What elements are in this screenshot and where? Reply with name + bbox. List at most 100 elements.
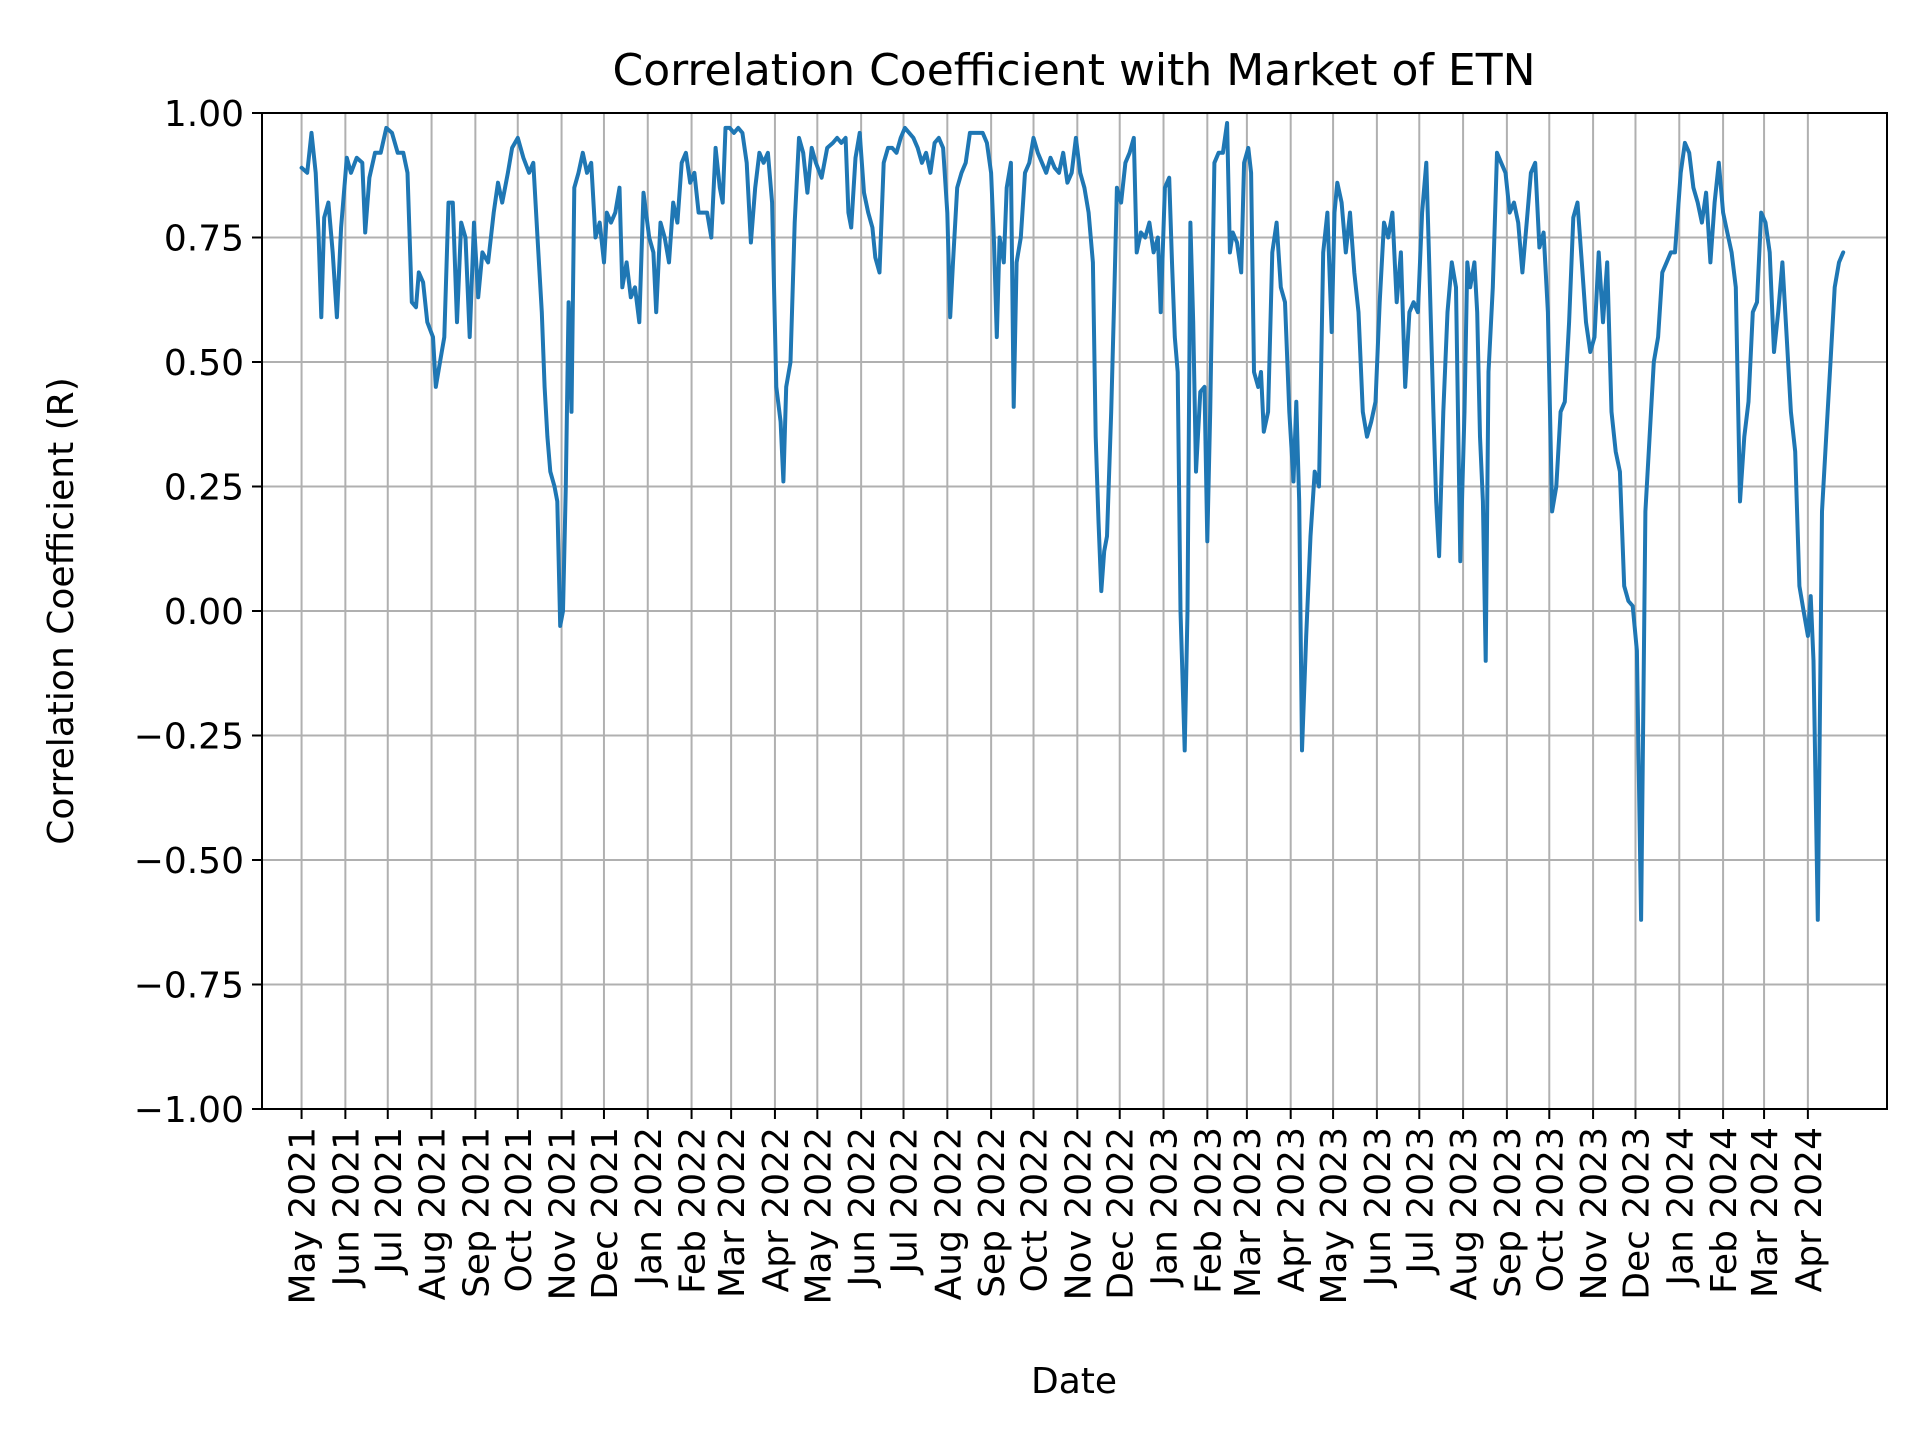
data-point — [577, 171, 580, 174]
y-tick-label: −0.75 — [134, 966, 244, 1007]
data-point — [1508, 211, 1511, 214]
data-point — [826, 146, 829, 150]
data-point — [1500, 161, 1503, 164]
data-point — [1326, 211, 1329, 214]
data-point — [472, 221, 476, 224]
data-point — [754, 186, 757, 189]
data-point — [1009, 161, 1013, 164]
data-point — [602, 261, 606, 264]
data-point — [1317, 485, 1321, 488]
data-point — [1283, 301, 1287, 304]
data-point — [1709, 261, 1712, 264]
data-point — [655, 311, 658, 314]
data-point — [710, 236, 713, 239]
data-point — [1683, 141, 1687, 145]
data-point — [379, 151, 382, 154]
data-point — [1336, 181, 1339, 184]
data-point — [1734, 286, 1738, 289]
data-point — [1105, 535, 1109, 538]
data-point — [1627, 599, 1630, 603]
data-point — [339, 226, 343, 229]
data-point — [718, 186, 721, 189]
data-point — [1057, 171, 1061, 174]
data-point — [573, 186, 576, 189]
data-point — [1266, 410, 1270, 413]
data-point — [1606, 261, 1609, 264]
x-tick-label: Jan 2024 — [1660, 1127, 1701, 1288]
data-point — [867, 211, 870, 214]
x-tick-label: Apr 2022 — [756, 1127, 797, 1292]
data-point — [663, 236, 666, 239]
data-point — [891, 146, 894, 150]
data-point — [985, 141, 989, 145]
data-point — [920, 161, 924, 164]
data-point — [1183, 749, 1186, 752]
data-point — [977, 131, 980, 135]
data-point — [766, 151, 770, 154]
data-point — [714, 146, 717, 150]
data-point — [553, 485, 556, 488]
data-point — [1833, 286, 1836, 289]
data-point — [618, 186, 621, 189]
x-tick-label: Aug 2022 — [928, 1127, 969, 1300]
data-point — [1074, 136, 1078, 140]
data-point — [585, 171, 589, 174]
data-point — [349, 171, 353, 174]
data-point — [1094, 435, 1097, 438]
data-point — [1391, 211, 1394, 214]
data-point — [1170, 261, 1174, 264]
data-point — [1459, 560, 1462, 563]
data-point — [941, 146, 945, 150]
data-point — [1005, 186, 1008, 189]
x-tick-label: Jun 2022 — [842, 1127, 883, 1288]
data-point — [676, 221, 679, 224]
data-point — [1091, 261, 1095, 264]
data-point — [732, 131, 736, 135]
x-tick-label: Dec 2021 — [585, 1127, 626, 1300]
data-point — [1589, 350, 1592, 354]
data-point — [1194, 470, 1198, 473]
data-point — [522, 156, 525, 159]
data-point — [916, 146, 919, 150]
data-point — [1721, 211, 1725, 214]
data-point — [1517, 221, 1520, 224]
data-point — [1538, 246, 1541, 249]
data-point — [802, 151, 805, 154]
data-point — [447, 201, 450, 204]
data-point — [598, 221, 601, 224]
data-point — [659, 221, 662, 224]
data-point — [605, 211, 608, 214]
data-point — [1842, 251, 1845, 254]
data-point — [667, 261, 671, 264]
x-tick-label: Nov 2021 — [543, 1127, 584, 1300]
data-point — [581, 151, 584, 154]
data-point — [1374, 400, 1377, 403]
data-point — [844, 136, 847, 140]
data-point — [1119, 201, 1123, 204]
data-point — [543, 385, 546, 389]
data-point — [806, 191, 809, 194]
data-point — [878, 271, 881, 274]
x-tick-label: Jan 2022 — [629, 1127, 670, 1288]
data-point — [314, 171, 317, 174]
data-point — [1295, 400, 1298, 403]
data-point — [1777, 311, 1780, 314]
data-point — [1652, 360, 1656, 364]
data-point — [1743, 435, 1746, 438]
data-point — [1648, 435, 1651, 438]
data-point — [1454, 286, 1458, 289]
data-point — [361, 161, 364, 164]
data-point — [1446, 311, 1449, 314]
x-tick-label: Oct 2021 — [499, 1127, 540, 1292]
data-point — [814, 161, 818, 164]
data-point — [426, 321, 429, 324]
data-point — [402, 151, 405, 154]
data-point — [1484, 659, 1487, 662]
data-point — [1257, 385, 1260, 389]
data-point — [1139, 231, 1143, 234]
y-tick-label: 0.75 — [164, 219, 244, 260]
data-point — [697, 211, 700, 214]
data-point — [1442, 410, 1445, 413]
data-point — [1079, 171, 1082, 174]
data-point — [1768, 251, 1771, 254]
